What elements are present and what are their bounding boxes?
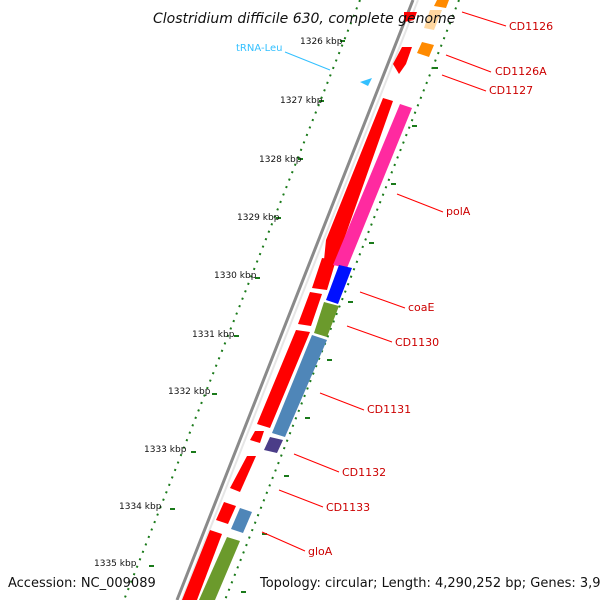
gene-label-CD1133[interactable]: CD1133 — [326, 501, 370, 514]
gene-CD1126A-forward[interactable] — [393, 47, 412, 74]
gene-label-CD1126A[interactable]: CD1126A — [495, 65, 547, 78]
kbp-tick-label: 1333 kbp — [144, 445, 187, 455]
trna-leu-label: tRNA-Leu — [236, 43, 282, 54]
kbp-tick-label: 1332 kbp — [168, 387, 211, 397]
gene-lower-reverse[interactable] — [199, 537, 240, 600]
gene-CD1126-forward[interactable] — [404, 12, 417, 22]
kbp-tick-label: 1331 kbp — [192, 330, 235, 340]
accession-text: Accession: NC_009089 — [8, 576, 156, 591]
kbp-tick-label: 1327 kbp — [280, 96, 323, 106]
kbp-tick-label: 1329 kbp — [237, 213, 280, 223]
trna-label-line — [284, 51, 331, 71]
gene-CD1130-reverse[interactable] — [314, 302, 339, 337]
gene-lower-forward[interactable] — [182, 530, 222, 600]
gene-label-lines — [261, 11, 507, 552]
backbone-highlight — [181, 0, 419, 600]
gene-label-polA[interactable]: polA — [446, 205, 471, 218]
gene-coaE-reverse[interactable] — [326, 265, 352, 304]
gene-polA-reverse[interactable] — [333, 104, 412, 268]
inner-major-ticks — [149, 40, 345, 567]
gene-CD1132-reverse[interactable] — [264, 437, 283, 453]
gene-label-gloA[interactable]: gloA — [308, 545, 333, 558]
outer-tick-track — [224, 0, 460, 600]
outer-major-ticks — [241, 67, 438, 593]
gene-label-CD1127[interactable]: CD1127 — [489, 84, 533, 97]
gene-label-CD1126[interactable]: CD1126 — [509, 20, 553, 33]
kbp-labels: 1326 kbp 1327 kbp 1328 kbp 1329 kbp 1330… — [94, 37, 343, 569]
kbp-tick-label: 1334 kbp — [119, 502, 162, 512]
gene-label-coaE[interactable]: coaE — [408, 301, 435, 314]
gene-orange-top[interactable] — [434, 0, 449, 8]
gene-CD1132-forward[interactable] — [250, 431, 264, 443]
gene-CD1126A-reverse[interactable] — [417, 42, 434, 57]
kbp-tick-label: 1326 kbp — [300, 37, 343, 47]
gene-CD1130-forward[interactable] — [298, 292, 322, 326]
kbp-tick-label: 1335 kbp — [94, 559, 137, 569]
gene-label-CD1130[interactable]: CD1130 — [395, 336, 439, 349]
gene-polA-forward[interactable] — [324, 98, 393, 262]
inner-tick-track — [123, 0, 361, 600]
kbp-tick-label: 1330 kbp — [214, 271, 257, 281]
gene-CD1131-reverse[interactable] — [272, 335, 327, 437]
map-title: Clostridium difficile 630, complete geno… — [153, 11, 455, 27]
trna-leu-marker[interactable] — [360, 78, 372, 86]
gene-gloA-reverse[interactable] — [231, 508, 252, 533]
gene-labels: CD1126 CD1126A CD1127 polA coaE CD1130 C… — [308, 20, 553, 558]
gene-lightorange-top[interactable] — [424, 10, 442, 30]
gene-CD1131-forward[interactable] — [257, 330, 310, 428]
gene-label-CD1131[interactable]: CD1131 — [367, 403, 411, 416]
gene-CD1129-forward[interactable] — [312, 258, 336, 290]
genome-backbone — [175, 0, 415, 600]
kbp-tick-label: 1328 kbp — [259, 155, 302, 165]
topology-text: Topology: circular; Length: 4,290,252 bp… — [259, 576, 600, 591]
gene-label-CD1132[interactable]: CD1132 — [342, 466, 386, 479]
forward-genes — [182, 12, 417, 600]
gene-gloA-forward[interactable] — [216, 502, 236, 524]
gene-CD1133-forward[interactable] — [230, 456, 256, 492]
